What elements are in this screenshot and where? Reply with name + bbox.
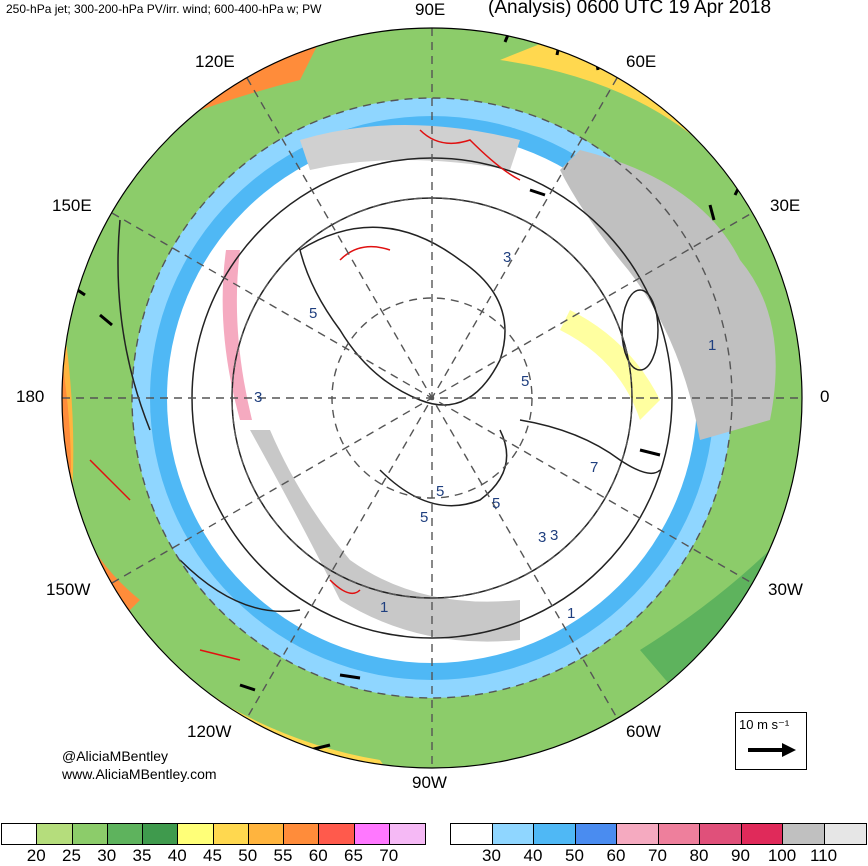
pw-colorbar-tick-label: 70 bbox=[379, 846, 399, 865]
pw-colorbar-swatch bbox=[107, 824, 143, 844]
contour-label: 1 bbox=[567, 605, 575, 622]
jet-colorbar-tick-label: 30 bbox=[482, 846, 501, 865]
pw-colorbar-tick-label: 45 bbox=[203, 846, 222, 865]
jet-colorbar-tick-label: 70 bbox=[648, 846, 667, 865]
jet-core-america bbox=[250, 430, 520, 642]
pw-colorbar-swatch bbox=[319, 824, 355, 844]
jet-core-east bbox=[560, 150, 776, 440]
reference-vector-box: 10 m s⁻¹ bbox=[735, 712, 807, 770]
contour-label: 5 bbox=[521, 373, 529, 390]
contour-label: 3 bbox=[538, 529, 546, 546]
pw-colorbar-tick-label: 65 bbox=[344, 846, 363, 865]
pw-europe bbox=[560, 310, 660, 420]
lon-label-60w: 60W bbox=[626, 722, 661, 741]
jet-colorbar-swatch bbox=[617, 824, 659, 844]
contour-label: 1 bbox=[708, 337, 716, 354]
map-title: (Analysis) 0600 UTC 19 Apr 2018 bbox=[488, 0, 772, 18]
contour-label: 3 bbox=[503, 249, 511, 266]
pw-colorbar-swatch bbox=[213, 824, 249, 844]
reference-vector-label: 10 m s⁻¹ bbox=[739, 717, 790, 732]
lon-label-90e: 90E bbox=[415, 0, 446, 19]
jet-colorbar-swatch bbox=[451, 824, 493, 844]
jet-max-pacific bbox=[222, 250, 252, 420]
contour-label: 3 bbox=[550, 527, 558, 544]
jet-colorbar-swatch bbox=[824, 824, 866, 844]
pw-colorbar-tick-label: 35 bbox=[132, 846, 152, 865]
jet-colorbar-swatch bbox=[575, 824, 617, 844]
contour-label: 1 bbox=[380, 599, 388, 616]
contour-label: 3 bbox=[254, 389, 262, 406]
lon-label-150e: 150E bbox=[52, 196, 92, 215]
pw-colorbar-swatch bbox=[284, 824, 320, 844]
jet-colorbar-swatch bbox=[492, 824, 534, 844]
pv-contours bbox=[89, 129, 521, 661]
jet-colorbar bbox=[450, 823, 867, 845]
pw-colorbar-tick-label: 40 bbox=[167, 846, 187, 865]
jet-colorbar-swatch bbox=[741, 824, 783, 844]
pw-colorbar-swatch bbox=[248, 824, 284, 844]
jet-core-asia bbox=[300, 125, 520, 170]
pw-colorbar-tick-label: 50 bbox=[238, 846, 258, 865]
jet-colorbar-tick-label: 90 bbox=[731, 846, 750, 865]
pw-colorbar-swatch bbox=[389, 824, 425, 844]
pw-colorbar-tick-label: 20 bbox=[26, 846, 46, 865]
lon-label-30w: 30W bbox=[768, 580, 803, 599]
contour-label: 5 bbox=[492, 495, 500, 512]
pw-colorbar-swatch bbox=[143, 824, 179, 844]
pw-colorbar-tick-label: 25 bbox=[62, 846, 81, 865]
pw-colorbar-swatch bbox=[354, 824, 390, 844]
credit-website: www.AliciaMBentley.com bbox=[62, 766, 217, 782]
contour-label: 5 bbox=[436, 483, 444, 500]
lon-label-180: 180 bbox=[16, 387, 45, 406]
pw-colorbar-tick-label: 55 bbox=[273, 846, 293, 865]
pw-colorbar-swatch bbox=[72, 824, 108, 844]
pw-colorbar bbox=[1, 823, 426, 845]
graticule bbox=[62, 28, 802, 768]
pw-colorbar-tick-label: 30 bbox=[97, 846, 117, 865]
jet-colorbar-tick-label: 100 bbox=[767, 846, 797, 865]
jet-colorbar-swatch bbox=[783, 824, 825, 844]
jet-colorbar-tick-label: 80 bbox=[689, 846, 709, 865]
lon-label-120e: 120E bbox=[195, 52, 235, 71]
pw-colorbar-swatch bbox=[37, 824, 73, 844]
jet-colorbar-tick-label: 50 bbox=[565, 846, 584, 865]
reference-arrow-icon bbox=[748, 743, 796, 757]
pw-colorbar-swatch bbox=[2, 824, 38, 844]
lon-label-0: 0 bbox=[820, 387, 830, 406]
jet-colorbar-tick-label: 40 bbox=[523, 846, 543, 865]
pw-colorbar-swatch bbox=[178, 824, 214, 844]
contour-label: 5 bbox=[420, 509, 428, 526]
map-subtitle: 250-hPa jet; 300-200-hPa PV/irr. wind; 6… bbox=[6, 2, 322, 16]
contour-labels: 3 5 3 5 1 7 3 5 5 1 3 1 5 bbox=[254, 249, 716, 622]
lon-label-90w: 90W bbox=[412, 773, 447, 792]
contour-label: 5 bbox=[309, 305, 317, 322]
jet-colorbar-tick-label: 60 bbox=[606, 846, 626, 865]
jet-colorbar-tick-label: 110 bbox=[809, 846, 838, 865]
jet-colorbar-swatch bbox=[700, 824, 742, 844]
map-disk bbox=[62, 28, 802, 768]
credit-handle: @AliciaMBentley bbox=[62, 748, 169, 764]
pw-colorbar-tick-label: 60 bbox=[308, 846, 328, 865]
lon-label-30e: 30E bbox=[770, 196, 801, 215]
map-border bbox=[61, 27, 803, 769]
lon-label-120w: 120W bbox=[187, 722, 232, 741]
lon-label-60e: 60E bbox=[626, 52, 657, 71]
jet-colorbar-swatch bbox=[534, 824, 576, 844]
contour-label: 7 bbox=[590, 459, 598, 476]
jet-colorbar-swatch bbox=[658, 824, 700, 844]
lon-label-150w: 150W bbox=[46, 580, 91, 599]
